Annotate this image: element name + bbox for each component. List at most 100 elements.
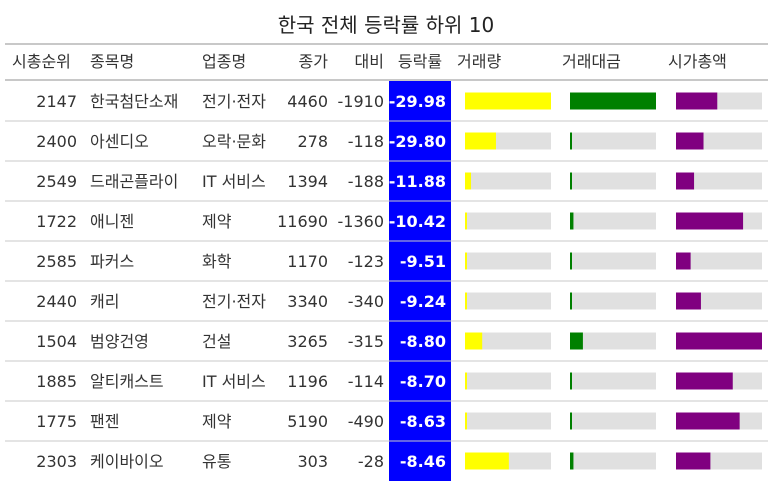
rank-cell: 2400 xyxy=(36,132,77,151)
trade-value-bar-track xyxy=(570,252,656,270)
table-row: 2585 파커스 화학 1170 -123 -9.51 xyxy=(5,252,768,282)
rate-cell: -8.70 xyxy=(400,372,446,391)
market-cap-bar xyxy=(676,172,695,190)
column-header-rate: 등락률 xyxy=(398,52,442,71)
rank-cell: 2585 xyxy=(36,252,77,271)
rank-cell: 1722 xyxy=(36,212,77,231)
volume-bar xyxy=(465,412,467,430)
volume-bar xyxy=(465,132,496,150)
market-cap-bar xyxy=(676,132,704,150)
market-cap-bar xyxy=(676,372,733,390)
sector-cell: IT 서비스 xyxy=(202,172,266,191)
rate-cell: -9.24 xyxy=(400,292,446,311)
volume-bar xyxy=(465,92,551,110)
rank-cell: 2549 xyxy=(36,172,77,191)
volume-bar xyxy=(465,332,483,350)
trade-value-bar-track xyxy=(570,372,656,390)
trade-value-bar xyxy=(570,172,572,190)
sector-cell: 건설 xyxy=(202,332,231,351)
trade-value-bar-track xyxy=(570,332,656,350)
close-cell: 4460 xyxy=(287,92,328,111)
rate-cell: -29.98 xyxy=(389,92,446,111)
close-cell: 303 xyxy=(297,452,328,471)
rate-cell: -10.42 xyxy=(389,212,446,231)
name-cell: 팬젠 xyxy=(90,412,119,431)
close-cell: 5190 xyxy=(287,412,328,431)
volume-bar-track xyxy=(465,212,551,230)
rate-cell: -9.51 xyxy=(400,252,446,271)
column-header-name: 종목명 xyxy=(90,52,134,71)
table-row: 2303 케이바이오 유통 303 -28 -8.46 xyxy=(36,452,762,471)
sector-cell: 제약 xyxy=(202,212,232,231)
close-cell: 3265 xyxy=(287,332,328,351)
name-cell: 파커스 xyxy=(90,252,134,271)
change-cell: -1910 xyxy=(338,92,385,111)
volume-bar xyxy=(465,212,467,230)
name-cell: 알티캐스트 xyxy=(90,372,164,391)
trade-value-bar xyxy=(570,252,572,270)
rate-cell: -11.88 xyxy=(389,172,446,191)
market-cap-bar xyxy=(676,92,718,110)
trade-value-bar-track xyxy=(570,292,656,310)
change-cell: -118 xyxy=(348,132,384,151)
volume-bar-track xyxy=(465,332,551,350)
change-cell: -315 xyxy=(348,332,384,351)
rate-cell: -8.80 xyxy=(400,332,446,351)
rate-cell: -8.63 xyxy=(400,412,446,431)
trade-value-bar-track xyxy=(570,212,656,230)
trade-value-bar xyxy=(570,452,574,470)
table-row: 1885 알티캐스트 IT 서비스 1196 -114 -8.70 xyxy=(5,372,768,402)
market-cap-bar xyxy=(676,292,701,310)
close-cell: 1170 xyxy=(287,252,328,271)
change-cell: -1360 xyxy=(338,212,385,231)
sector-cell: 오락·문화 xyxy=(202,132,266,151)
chart-title: 한국 전체 등락률 하위 10 xyxy=(278,13,494,37)
change-cell: -490 xyxy=(348,412,384,431)
trade-value-bar-track xyxy=(570,412,656,430)
rank-cell: 1775 xyxy=(36,412,77,431)
market-cap-bar xyxy=(676,212,744,230)
rank-cell: 2147 xyxy=(36,92,77,111)
sector-cell: 전기·전자 xyxy=(202,92,266,111)
column-header-rank: 시총순위 xyxy=(12,52,71,71)
market-cap-bar xyxy=(676,332,762,350)
name-cell: 케이바이오 xyxy=(90,452,164,471)
sector-cell: 화학 xyxy=(202,252,232,271)
column-header-volume: 거래량 xyxy=(457,52,501,71)
table-row: 2147 한국첨단소재 전기·전자 4460 -1910 -29.98 xyxy=(5,92,768,122)
sector-cell: 유통 xyxy=(202,452,231,471)
trade-value-bar-track xyxy=(570,132,656,150)
close-cell: 1196 xyxy=(287,372,328,391)
name-cell: 범양건영 xyxy=(90,332,149,351)
trade-value-bar xyxy=(570,292,572,310)
trade-value-bar xyxy=(570,132,572,150)
name-cell: 애니젠 xyxy=(90,212,134,231)
name-cell: 한국첨단소재 xyxy=(90,92,178,111)
volume-bar xyxy=(465,372,467,390)
column-header-market-cap: 시가총액 xyxy=(668,52,727,71)
trade-value-bar xyxy=(570,372,572,390)
column-header-change: 대비 xyxy=(355,52,384,71)
market-cap-bar xyxy=(676,412,740,430)
sector-cell: IT 서비스 xyxy=(202,372,266,391)
rank-cell: 1504 xyxy=(36,332,77,351)
name-cell: 캐리 xyxy=(90,292,119,311)
close-cell: 278 xyxy=(297,132,328,151)
table-row: 2400 아센디오 오락·문화 278 -118 -29.80 xyxy=(5,132,768,162)
column-header-trade-value: 거래대금 xyxy=(562,52,621,71)
market-cap-bar xyxy=(676,452,711,470)
change-cell: -123 xyxy=(348,252,384,271)
close-cell: 11690 xyxy=(277,212,328,231)
trade-value-bar-track xyxy=(570,452,656,470)
close-cell: 3340 xyxy=(287,292,328,311)
volume-bar xyxy=(465,452,509,470)
volume-bar xyxy=(465,292,467,310)
table-row: 1504 범양건영 건설 3265 -315 -8.80 xyxy=(5,332,768,362)
column-header-close: 종가 xyxy=(299,52,329,71)
trade-value-bar xyxy=(570,212,574,230)
table-row: 2440 캐리 전기·전자 3340 -340 -9.24 xyxy=(5,292,768,322)
table-row: 1722 애니젠 제약 11690 -1360 -10.42 xyxy=(5,212,768,242)
change-cell: -28 xyxy=(358,452,384,471)
trade-value-bar xyxy=(570,412,572,430)
